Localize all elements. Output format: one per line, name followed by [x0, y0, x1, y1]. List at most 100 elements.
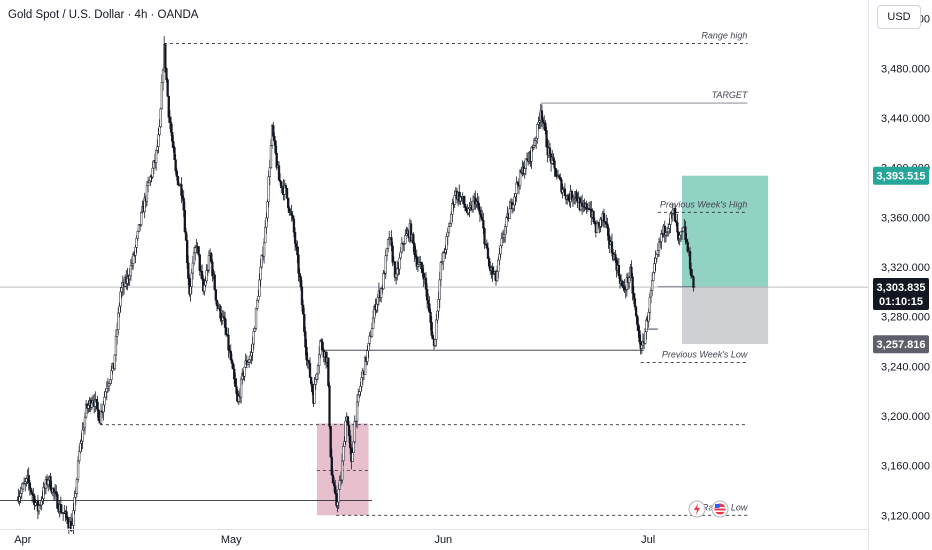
candle — [346, 415, 350, 426]
candle — [222, 310, 226, 320]
candle — [380, 287, 383, 303]
candle — [283, 179, 286, 201]
candle — [419, 255, 422, 264]
candle — [483, 227, 486, 249]
price-badge: 3,257.816 — [877, 339, 926, 351]
candle — [254, 307, 258, 331]
candle — [44, 476, 48, 495]
annotation-label: Previous Week's High — [660, 199, 748, 209]
y-tick-label: 3,320.000 — [881, 262, 930, 274]
candle — [215, 299, 219, 312]
candle — [477, 196, 480, 212]
candle — [352, 441, 355, 454]
candle — [428, 296, 431, 313]
candle — [134, 245, 137, 264]
annotation-label: Previous Week's Low — [662, 350, 748, 360]
candle — [84, 400, 88, 419]
candle — [200, 264, 204, 281]
candle — [404, 229, 407, 245]
candle — [663, 220, 666, 243]
candles-layer — [17, 36, 695, 535]
candle — [530, 146, 533, 169]
candle — [213, 271, 216, 291]
x-tick-label: May — [221, 534, 242, 546]
candle — [154, 149, 158, 171]
candle — [515, 176, 518, 202]
candle — [159, 107, 162, 128]
zone-rect — [682, 286, 769, 344]
y-tick-label: 3,440.000 — [881, 113, 930, 125]
candle — [554, 168, 557, 177]
price-badge-bg — [873, 335, 929, 354]
candle — [563, 183, 567, 197]
candle — [56, 492, 59, 510]
candle — [166, 77, 169, 97]
candle — [137, 224, 141, 233]
y-tick-label: 3,480.000 — [881, 63, 930, 75]
candle — [18, 490, 21, 506]
candle — [99, 403, 103, 426]
x-axis[interactable]: Apr May Jun Jul — [0, 529, 868, 547]
event-icons[interactable] — [688, 500, 729, 518]
candle — [81, 422, 84, 450]
annotation-label: Range high — [701, 30, 747, 40]
candle — [40, 496, 43, 511]
price-badges: 3,393.5153,296.5003,257.8163,303.83501:1… — [873, 166, 929, 354]
candle — [353, 415, 356, 444]
candle — [491, 262, 494, 282]
candle — [143, 192, 146, 219]
candle — [237, 390, 240, 406]
candle — [173, 145, 176, 161]
candle — [580, 194, 584, 215]
candle — [413, 241, 416, 262]
candle — [308, 357, 312, 379]
y-axis[interactable]: 3,120.000 3,160.000 3,200.000 3,240.000 3,28… — [868, 0, 930, 550]
candle — [329, 426, 332, 459]
candle — [393, 261, 397, 282]
countdown-label: 01:10:15 — [879, 296, 923, 308]
candle — [630, 260, 633, 279]
candle — [669, 212, 672, 234]
current-price-badge-bg — [873, 278, 929, 311]
y-tick-label: 3,120.000 — [881, 510, 930, 522]
candle — [227, 327, 230, 358]
candle — [625, 273, 629, 297]
candle — [585, 200, 588, 214]
candle — [692, 275, 695, 292]
y-tick-label: 3,160.000 — [881, 461, 930, 473]
us-flag-icon[interactable] — [711, 500, 729, 518]
candle — [458, 184, 461, 205]
candle — [660, 229, 663, 250]
candle — [474, 190, 477, 210]
y-tick-label: 3,200.000 — [881, 411, 930, 423]
candle — [239, 376, 243, 404]
candle — [49, 472, 52, 491]
candle — [607, 225, 610, 249]
candle — [140, 210, 143, 227]
candle — [433, 338, 437, 348]
candle — [442, 250, 445, 271]
zones-layer — [316, 175, 769, 516]
y-tick-label: 3,360.000 — [881, 212, 930, 224]
candle — [525, 152, 529, 160]
candle — [113, 354, 116, 371]
candle — [90, 396, 94, 410]
candle — [327, 357, 330, 388]
currency-button[interactable]: USD — [877, 5, 921, 29]
candle — [266, 199, 269, 222]
candle — [243, 366, 246, 382]
candle — [274, 140, 277, 155]
candle — [400, 237, 404, 254]
candle — [33, 493, 36, 510]
zone-rect — [682, 175, 769, 287]
x-tick-label: Jun — [434, 534, 452, 546]
candle — [149, 174, 152, 186]
lightning-icon[interactable] — [688, 500, 706, 518]
y-tick-label: 3,280.000 — [881, 312, 930, 324]
x-tick-label: Jul — [641, 534, 655, 546]
candle — [229, 344, 232, 362]
candle — [97, 409, 100, 422]
candle — [328, 382, 331, 430]
